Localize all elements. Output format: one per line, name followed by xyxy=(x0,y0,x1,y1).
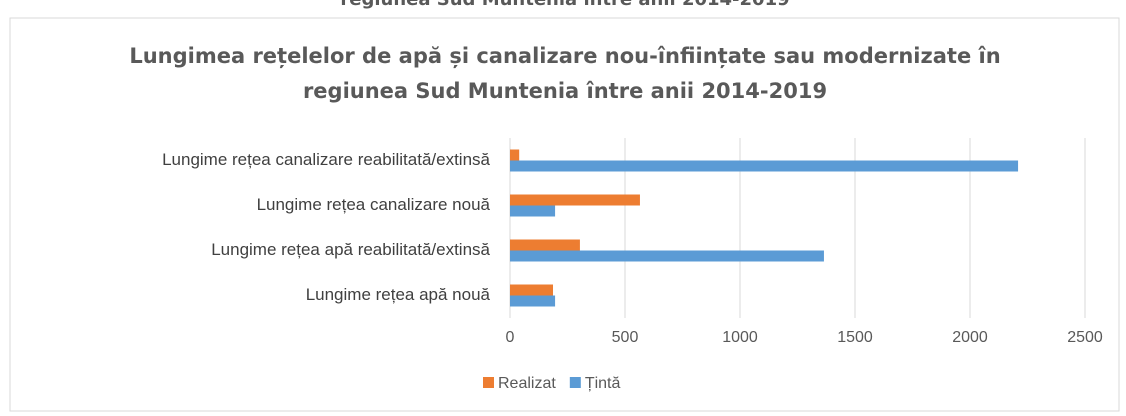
bar xyxy=(510,295,556,307)
legend-label: Țintă xyxy=(585,375,621,392)
x-tick-label: 1000 xyxy=(722,329,758,346)
y-tick-label: Lungime rețea canalizare nouă xyxy=(257,195,491,214)
y-tick-label: Lungime rețea apă nouă xyxy=(306,285,491,304)
x-tick-label: 0 xyxy=(506,329,515,346)
y-tick-label: Lungime rețea canalizare reabilitată/ext… xyxy=(162,150,490,169)
y-tick-label: Lungime rețea apă reabilitată/extinsă xyxy=(211,240,490,259)
bar xyxy=(510,194,640,206)
cropped-title: regiunea Sud Muntenia între anii 2014-20… xyxy=(340,0,789,10)
legend-swatch xyxy=(569,377,581,388)
x-tick-label: 1500 xyxy=(837,329,873,346)
x-tick-label: 500 xyxy=(612,329,639,346)
chart-title: Lungimea rețelelor de apă și canalizare … xyxy=(129,44,1000,69)
bar xyxy=(510,284,554,296)
bar xyxy=(510,160,1019,172)
bar xyxy=(510,239,580,251)
chart-title: regiunea Sud Muntenia între anii 2014-20… xyxy=(303,79,827,103)
chart-frame xyxy=(9,17,1120,412)
bar xyxy=(510,250,824,262)
legend-label: Realizat xyxy=(498,375,556,392)
x-tick-label: 2500 xyxy=(1067,329,1103,346)
x-tick-label: 2000 xyxy=(952,329,988,346)
bar xyxy=(510,149,520,161)
bar xyxy=(510,205,556,217)
legend-swatch xyxy=(483,377,494,388)
